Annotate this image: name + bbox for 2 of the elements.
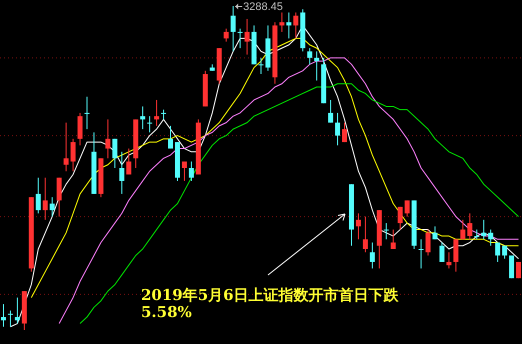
annotation: 2019年5月6日上证指数开市首日下跌5.58%: [141, 286, 400, 321]
annotation: 3288.45: [243, 1, 283, 13]
